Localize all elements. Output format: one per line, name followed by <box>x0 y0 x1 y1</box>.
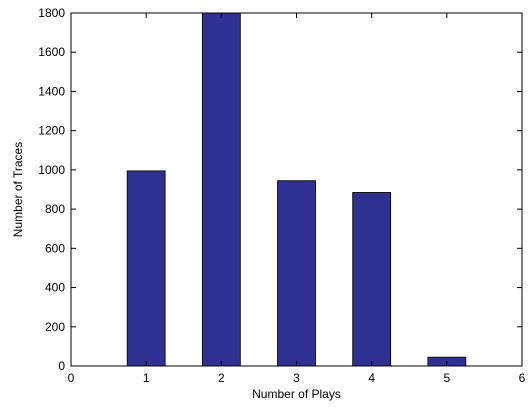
y-tick-label: 1800 <box>38 6 65 20</box>
y-tick-label: 600 <box>45 241 65 255</box>
x-tick-label: 3 <box>293 371 300 385</box>
x-axis-label: Number of Plays <box>252 387 341 401</box>
y-tick-label: 200 <box>45 320 65 334</box>
bar-2 <box>201 12 241 367</box>
y-axis: 0 200 400 600 800 1000 1200 1400 1600 1800 <box>38 6 522 373</box>
x-tick-label: 1 <box>143 371 150 385</box>
bar-1 <box>126 170 166 367</box>
x-axis: 0 1 2 3 4 5 6 <box>68 13 526 385</box>
y-tick-label: 1400 <box>38 84 65 98</box>
y-tick-label: 800 <box>45 202 65 216</box>
y-tick-label: 0 <box>58 359 65 373</box>
y-axis-label: Number of Traces <box>11 142 25 237</box>
y-tick-label: 1000 <box>38 163 65 177</box>
x-tick-label: 4 <box>368 371 375 385</box>
x-tick-label: 0 <box>68 371 75 385</box>
y-tick-label: 1600 <box>38 45 65 59</box>
x-tick-label: 6 <box>519 371 526 385</box>
y-tick-label: 1200 <box>38 124 65 138</box>
x-tick-label: 5 <box>443 371 450 385</box>
bar-4 <box>352 192 392 367</box>
x-tick-label: 2 <box>218 371 225 385</box>
bar-3 <box>277 180 316 367</box>
y-tick-label: 400 <box>45 281 65 295</box>
